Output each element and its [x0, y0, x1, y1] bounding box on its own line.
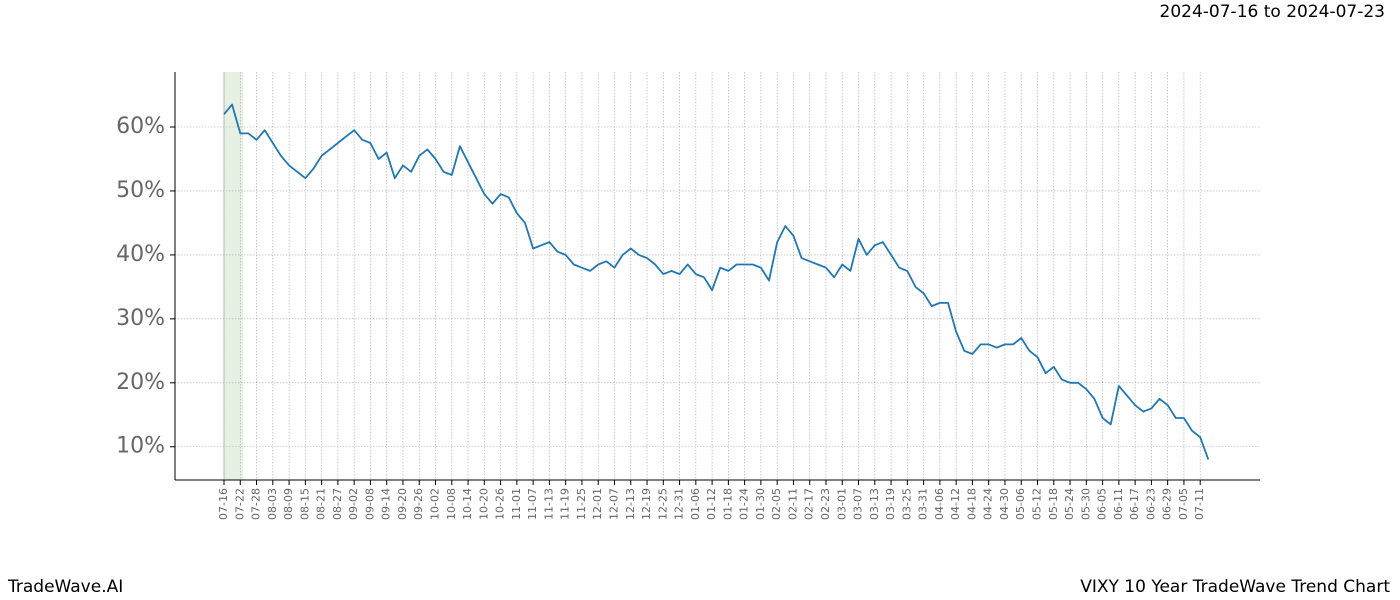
x-tick-label: 07-11	[1193, 488, 1206, 520]
x-tick-label: 07-05	[1177, 488, 1190, 520]
trend-line	[223, 103, 1210, 460]
x-tick-label: 07-22	[233, 488, 246, 520]
x-tick-label: 04-30	[998, 488, 1011, 520]
x-tick-label: 11-07	[526, 488, 539, 520]
x-tick-label: 01-06	[689, 488, 702, 520]
x-tick-label: 12-01	[591, 488, 604, 520]
x-tick-label: 10-26	[494, 488, 507, 520]
date-range: 2024-07-16 to 2024-07-23	[1160, 2, 1385, 22]
x-tick-label: 09-08	[363, 488, 376, 520]
x-tick-label: 06-17	[1128, 488, 1141, 520]
x-tick-label: 11-25	[575, 488, 588, 520]
x-tick-label: 05-24	[1063, 488, 1076, 520]
x-tick-label: 12-19	[640, 488, 653, 520]
x-tick-label: 12-13	[624, 488, 637, 520]
x-tick-label: 10-20	[477, 488, 490, 520]
x-tick-label: 09-14	[380, 488, 393, 520]
x-tick-label: 08-15	[298, 488, 311, 520]
x-tick-label: 02-05	[770, 488, 783, 520]
x-tick-label: 09-20	[396, 488, 409, 520]
x-tick-label: 12-31	[673, 488, 686, 520]
x-tick-label: 04-18	[965, 488, 978, 520]
x-tick-label: 07-16	[217, 488, 230, 520]
highlight-band	[224, 72, 244, 480]
x-tick-label: 01-18	[721, 488, 734, 520]
x-tick-label: 04-12	[949, 488, 962, 520]
x-tick-label: 10-02	[429, 488, 442, 520]
y-tick-label: 40%	[116, 242, 165, 267]
x-tick-label: 10-14	[461, 488, 474, 520]
x-tick-label: 08-09	[282, 488, 295, 520]
x-tick-label: 09-26	[412, 488, 425, 520]
x-tick-label: 03-31	[917, 488, 930, 520]
x-tick-label: 10-08	[445, 488, 458, 520]
x-tick-label: 03-19	[884, 488, 897, 520]
x-tick-label: 04-24	[982, 488, 995, 520]
x-tick-label: 03-07	[852, 488, 865, 520]
x-tick-label: 05-18	[1047, 488, 1060, 520]
x-tick-label: 06-23	[1144, 488, 1157, 520]
x-tick-label: 01-12	[705, 488, 718, 520]
x-tick-label: 02-11	[786, 488, 799, 520]
x-tick-label: 11-13	[542, 488, 555, 520]
x-tick-label: 02-17	[803, 488, 816, 520]
x-tick-label: 05-30	[1079, 488, 1092, 520]
x-tick-label: 06-11	[1112, 488, 1125, 520]
x-tick-label: 03-01	[835, 488, 848, 520]
x-tick-label: 08-27	[331, 488, 344, 520]
x-tick-label: 11-19	[559, 488, 572, 520]
y-tick-label: 50%	[116, 178, 165, 203]
x-tick-label: 02-23	[819, 488, 832, 520]
source: TradeWave.AI	[7, 577, 123, 597]
y-tick-label: 10%	[116, 434, 165, 459]
x-tick-label: 07-28	[250, 488, 263, 520]
x-tick-label: 12-07	[607, 488, 620, 520]
x-tick-label: 06-29	[1161, 488, 1174, 520]
x-tick-label: 09-02	[347, 488, 360, 520]
y-tick-label: 60%	[116, 114, 165, 139]
x-tick-label: 12-25	[656, 488, 669, 520]
x-tick-label: 04-06	[933, 488, 946, 520]
x-tick-label: 05-12	[1031, 488, 1044, 520]
x-tick-label: 05-06	[1014, 488, 1027, 520]
x-tick-label: 01-30	[754, 488, 767, 520]
chart-title: VIXY 10 Year TradeWave Trend Chart	[1080, 577, 1390, 597]
x-tick-label: 06-05	[1096, 488, 1109, 520]
x-tick-label: 08-03	[266, 488, 279, 520]
x-tick-label: 03-25	[900, 488, 913, 520]
y-tick-label: 20%	[116, 370, 165, 395]
x-tick-label: 01-24	[738, 488, 751, 520]
x-tick-label: 03-13	[868, 488, 881, 520]
y-tick-label: 30%	[116, 306, 165, 331]
x-tick-label: 08-21	[315, 488, 328, 520]
x-tick-label: 11-01	[510, 488, 523, 520]
